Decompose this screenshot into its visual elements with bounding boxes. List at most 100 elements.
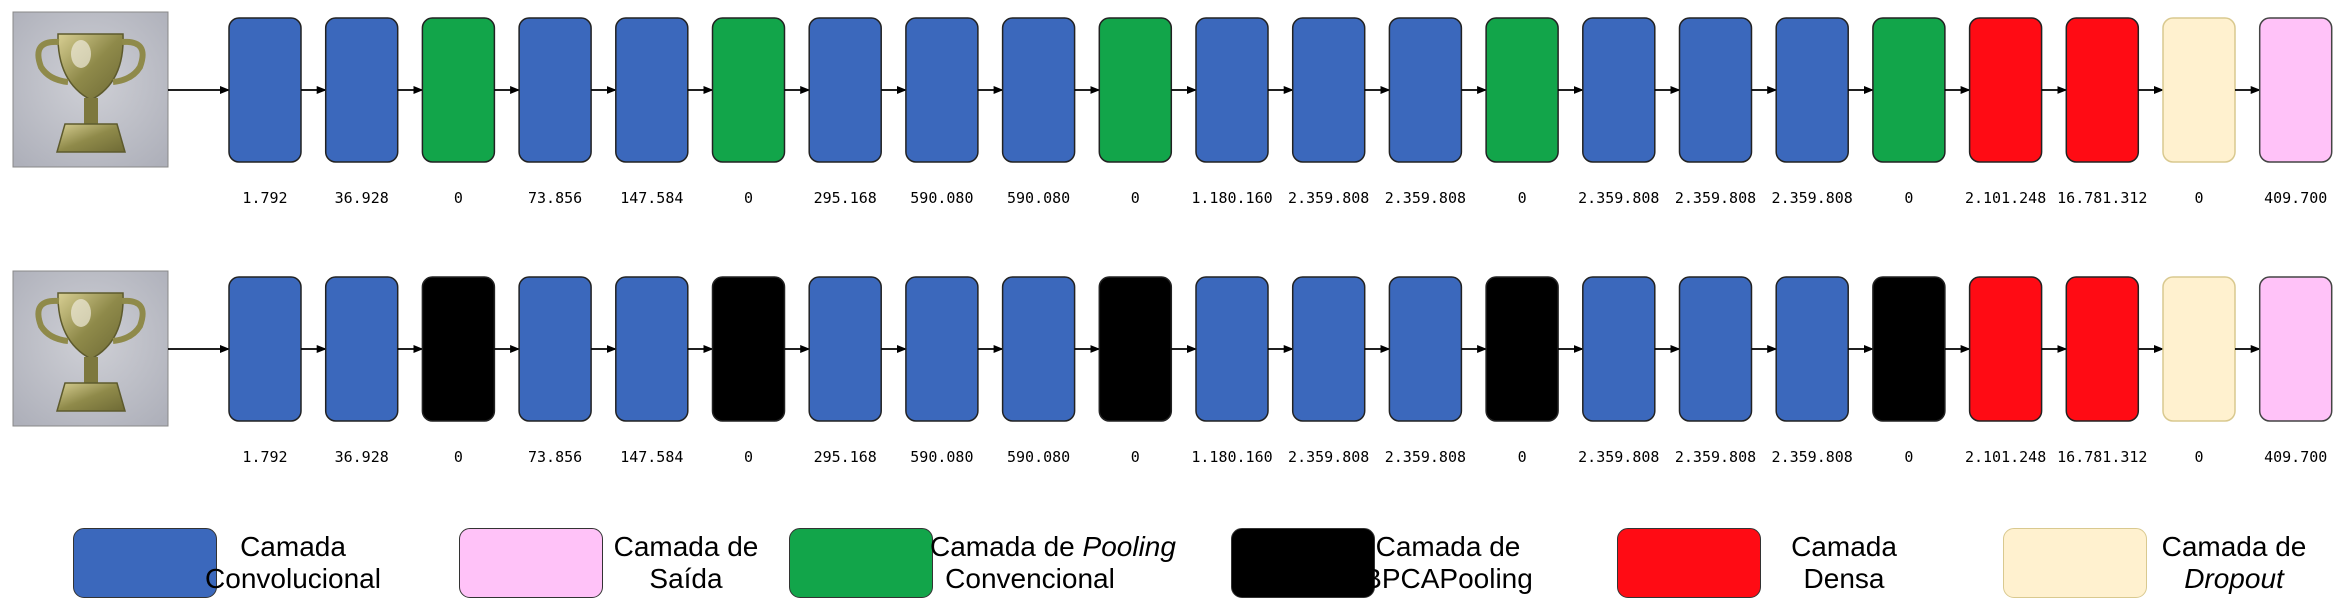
legend-swatch xyxy=(459,528,603,598)
param-count-label: 2.359.808 xyxy=(1288,448,1369,466)
param-count-label: 147.584 xyxy=(620,448,683,466)
param-count-label: 2.359.808 xyxy=(1288,189,1369,207)
param-count-label: 73.856 xyxy=(528,448,582,466)
param-count-label: 1.180.160 xyxy=(1191,448,1272,466)
legend-label: Camada Convolucional xyxy=(205,531,381,594)
layer-block-pool-bpca xyxy=(1872,276,1946,422)
param-count-label: 0 xyxy=(1131,189,1140,207)
legend-swatch xyxy=(73,528,217,598)
layer-block-conv xyxy=(1388,276,1463,422)
layer-block-conv xyxy=(518,276,592,422)
layer-block-conv xyxy=(905,17,979,163)
layer-block-conv xyxy=(1195,17,1269,163)
layer-block-conv xyxy=(324,17,399,163)
layer-block-pool-bpca xyxy=(1485,276,1559,422)
layer-block-dense xyxy=(1968,17,2043,163)
legend-label: Camada Densa xyxy=(1791,531,1897,594)
layer-block-conv xyxy=(1775,17,1849,163)
param-count-label: 295.168 xyxy=(814,448,877,466)
param-count-label: 2.359.808 xyxy=(1772,189,1853,207)
layer-block-pool-bpca xyxy=(711,276,786,422)
legend-swatch xyxy=(789,528,933,598)
layer-block-output xyxy=(2258,17,2333,163)
layer-block-conv xyxy=(228,276,302,422)
param-count-label: 0 xyxy=(744,189,753,207)
param-count-label: 36.928 xyxy=(335,448,389,466)
layer-block-pool-conv xyxy=(421,17,496,163)
legend-label: Camada de Dropout xyxy=(2161,531,2307,594)
network-row: 1.792 36.928 0 73.856 147.584 0 295.168 590.080… xyxy=(12,11,2333,207)
param-count-label: 16.781.312 xyxy=(2057,448,2147,466)
param-count-label: 1.180.160 xyxy=(1191,189,1272,207)
param-count-label: 147.584 xyxy=(620,189,683,207)
param-count-label: 0 xyxy=(1904,448,1913,466)
layer-block-conv xyxy=(1388,17,1463,163)
layer-block-conv xyxy=(615,276,689,422)
layer-block-pool-conv xyxy=(711,17,786,163)
layer-block-pool-bpca xyxy=(1098,276,1173,422)
param-count-label: 0 xyxy=(1518,189,1527,207)
param-count-label: 0 xyxy=(1518,448,1527,466)
layer-block-conv xyxy=(1582,17,1656,163)
layer-block-conv xyxy=(1582,276,1656,422)
layer-block-dense xyxy=(2065,17,2140,163)
layer-block-conv xyxy=(1291,276,1366,422)
param-count-label: 409.700 xyxy=(2264,448,2327,466)
layer-block-output xyxy=(2258,276,2333,422)
param-count-label: 36.928 xyxy=(335,189,389,207)
layer-block-conv xyxy=(1678,276,1753,422)
layer-block-conv xyxy=(808,17,882,163)
layer-block-conv xyxy=(518,17,592,163)
layer-block-conv xyxy=(1001,17,1076,163)
param-count-label: 2.359.808 xyxy=(1385,448,1466,466)
param-count-label: 590.080 xyxy=(910,448,973,466)
param-count-label: 2.359.808 xyxy=(1675,189,1756,207)
layer-block-conv xyxy=(808,276,882,422)
layer-block-conv xyxy=(905,276,979,422)
layer-block-conv xyxy=(324,276,399,422)
network-row: 1.792 36.928 0 73.856 147.584 0 295.168 590.080… xyxy=(12,270,2333,466)
layer-block-conv xyxy=(228,17,302,163)
param-count-label: 1.792 xyxy=(242,448,287,466)
param-count-label: 0 xyxy=(454,189,463,207)
layer-block-pool-conv xyxy=(1098,17,1173,163)
param-count-label: 590.080 xyxy=(1007,189,1070,207)
param-count-label: 2.359.808 xyxy=(1578,189,1659,207)
layer-block-pool-bpca xyxy=(421,276,496,422)
legend-label: Camada de Saída xyxy=(613,531,759,594)
param-count-label: 2.359.808 xyxy=(1772,448,1853,466)
legend-swatch xyxy=(2003,528,2147,598)
param-count-label: 2.101.248 xyxy=(1965,189,2046,207)
param-count-label: 590.080 xyxy=(910,189,973,207)
layer-block-conv xyxy=(1195,276,1269,422)
layer-block-pool-conv xyxy=(1872,17,1946,163)
layer-block-dense xyxy=(2065,276,2140,422)
layer-block-conv xyxy=(615,17,689,163)
legend-swatch xyxy=(1617,528,1761,598)
legend-label: Camada de BPCAPooling xyxy=(1363,531,1533,594)
layer-block-pool-conv xyxy=(1485,17,1559,163)
param-count-label: 2.101.248 xyxy=(1965,448,2046,466)
param-count-label: 73.856 xyxy=(528,189,582,207)
param-count-label: 2.359.808 xyxy=(1385,189,1466,207)
layer-block-conv xyxy=(1001,276,1076,422)
layer-block-dense xyxy=(1968,276,2043,422)
trophy-icon xyxy=(12,11,169,168)
param-count-label: 0 xyxy=(744,448,753,466)
layer-block-conv xyxy=(1678,17,1753,163)
layer-block-conv xyxy=(1775,276,1849,422)
param-count-label: 1.792 xyxy=(242,189,287,207)
param-count-label: 0 xyxy=(1131,448,1140,466)
param-count-label: 295.168 xyxy=(814,189,877,207)
param-count-label: 590.080 xyxy=(1007,448,1070,466)
param-count-label: 0 xyxy=(1904,189,1913,207)
param-count-label: 0 xyxy=(454,448,463,466)
param-count-label: 2.359.808 xyxy=(1675,448,1756,466)
param-count-label: 2.359.808 xyxy=(1578,448,1659,466)
param-count-label: 409.700 xyxy=(2264,189,2327,207)
param-count-label: 16.781.312 xyxy=(2057,189,2147,207)
layer-block-dropout xyxy=(2162,17,2236,163)
param-count-label: 0 xyxy=(2194,448,2203,466)
trophy-icon xyxy=(12,270,169,427)
